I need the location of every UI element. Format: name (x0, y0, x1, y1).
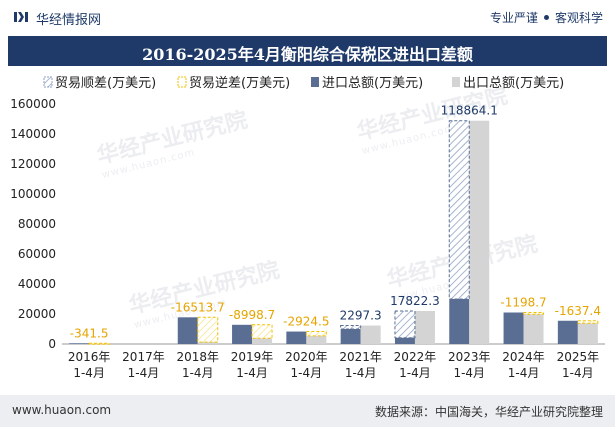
x-tick-label: 1-4月 (182, 366, 214, 380)
x-tick-label: 1-4月 (291, 366, 323, 380)
y-tick-label: 0 (48, 337, 56, 351)
legend-label: 贸易逆差(万美元) (189, 75, 290, 91)
deficit-bar (577, 320, 599, 324)
import-bar (394, 337, 415, 344)
x-tick-label: 1-4月 (562, 366, 594, 380)
import-bar (69, 343, 90, 344)
export-bar (469, 120, 490, 344)
y-tick-label: 20000 (18, 307, 56, 321)
chart-title: 2016-2025年4月衡阳综合保税区进出口差额 (142, 45, 473, 64)
x-tick-label: 2024年 (502, 350, 545, 364)
legend-export-swatch-icon (452, 77, 460, 87)
top-bar: 华经情报网 专业严谨 客观科学 (0, 0, 615, 36)
x-tick-label: 2023年 (448, 350, 491, 364)
x-tick-label: 2020年 (285, 350, 328, 364)
export-bar (197, 342, 218, 344)
export-bar (306, 335, 327, 344)
x-tick-label: 2022年 (394, 350, 437, 364)
surplus-bar (394, 310, 416, 339)
x-tick-label: 1-4月 (128, 366, 160, 380)
balance-data-label: -16513.7 (171, 300, 225, 314)
deficit-bar (523, 312, 545, 315)
x-tick-label: 1-4月 (453, 366, 485, 380)
y-tick-label: 120000 (10, 157, 56, 171)
x-tick-label: 1-4月 (399, 366, 431, 380)
balance-data-label: -8998.7 (229, 308, 275, 322)
legend-surplus-swatch-icon (43, 76, 53, 88)
import-bar (557, 320, 578, 344)
import-bar (503, 312, 524, 344)
deficit-bar (197, 316, 219, 343)
legend-label: 进口总额(万美元) (322, 76, 423, 91)
export-bar (577, 323, 598, 344)
surplus-bar (340, 325, 362, 330)
y-tick-label: 100000 (10, 187, 56, 201)
slogan: 专业严谨 客观科学 (490, 9, 603, 26)
export-bar (523, 314, 544, 344)
import-bar (232, 324, 253, 344)
slogan-dot-icon (543, 15, 549, 20)
balance-data-label: 2297.3 (340, 309, 382, 323)
x-tick-label: 1-4月 (73, 366, 105, 380)
export-bar (360, 325, 381, 344)
x-tick-label: 2016年 (68, 350, 111, 364)
export-bar (414, 310, 435, 344)
deficit-bar (305, 331, 327, 337)
balance-data-label: -1637.4 (555, 304, 601, 318)
footer-source: 数据来源：中国海关，华经产业研究院整理 (374, 405, 603, 419)
deficit-bar (251, 324, 273, 339)
legend-import-swatch-icon (311, 77, 319, 87)
balance-data-label: 118864.1 (441, 104, 498, 118)
x-tick-label: 2018年 (176, 350, 219, 364)
huajing-logo-icon (14, 12, 28, 22)
y-tick-label: 40000 (18, 277, 56, 291)
y-tick-label: 160000 (10, 97, 56, 111)
legend-deficit-swatch-icon (177, 76, 187, 88)
title-bar: 2016-2025年4月衡阳综合保税区进出口差额 (8, 36, 607, 66)
footer-url: www.huaon.com (12, 403, 112, 417)
x-tick-label: 2021年 (339, 350, 382, 364)
import-bar (177, 317, 198, 344)
balance-data-label: -1198.7 (500, 296, 546, 310)
import-bar (449, 299, 470, 344)
legend-label: 出口总额(万美元) (463, 76, 564, 91)
y-tick-label: 60000 (18, 247, 56, 261)
x-tick-label: 1-4月 (236, 366, 268, 380)
export-bar (252, 338, 273, 344)
x-tick-label: 1-4月 (345, 366, 377, 380)
slogan-right: 客观科学 (554, 11, 603, 25)
x-tick-label: 2025年 (557, 350, 600, 364)
slogan-left: 专业严谨 (489, 11, 538, 25)
y-tick-label: 80000 (18, 217, 56, 231)
site-name: 华经情报网 (36, 13, 102, 28)
x-tick-label: 2017年 (122, 350, 165, 364)
balance-data-label: -341.5 (70, 326, 109, 340)
import-bar (340, 329, 361, 344)
y-tick-label: 140000 (10, 127, 56, 141)
deficit-bar (88, 342, 110, 345)
x-tick-label: 2019年 (231, 350, 274, 364)
import-bar (286, 331, 307, 344)
legend-label: 贸易顺差(万美元) (55, 76, 156, 91)
x-tick-label: 1-4月 (508, 366, 540, 380)
balance-data-label: 17822.3 (390, 294, 440, 308)
surplus-bar (448, 120, 470, 300)
chart: 贸易顺差(万美元) 贸易逆差(万美元) 进口总额(万美元) 出口总额(万美元) 0 20… (10, 75, 605, 380)
footer-bar: www.huaon.com 数据来源：中国海关，华经产业研究院整理 (0, 395, 615, 427)
balance-data-label: -2924.5 (283, 315, 329, 329)
